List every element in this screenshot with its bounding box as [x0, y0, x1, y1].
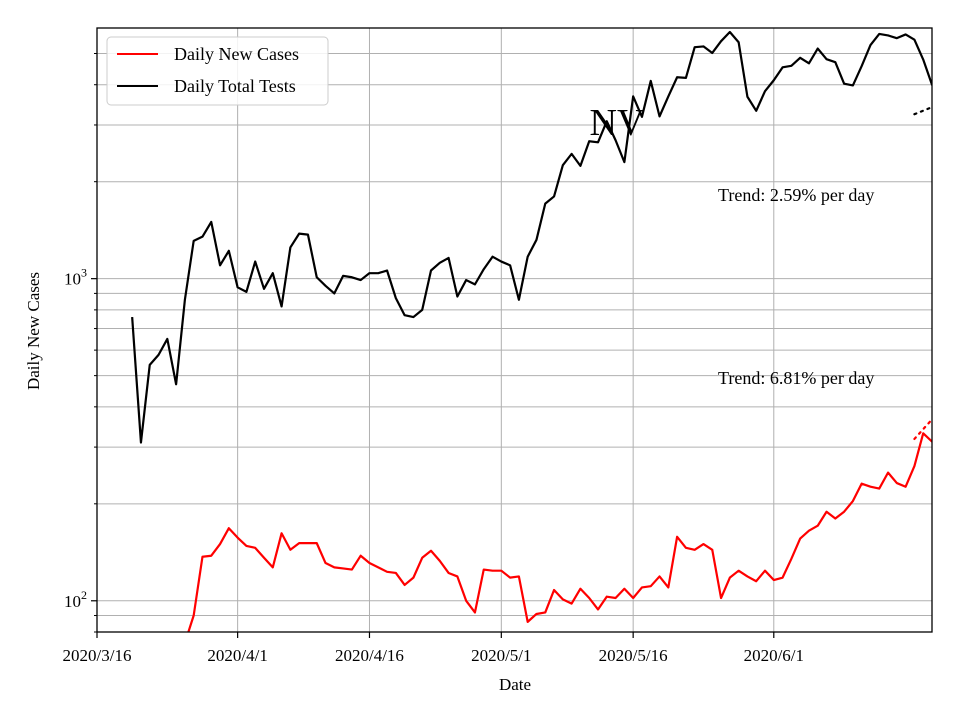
trend-annotation-tests: Trend: 2.59% per day — [718, 185, 874, 205]
plot-frame — [96, 27, 933, 633]
grid — [96, 28, 932, 633]
legend-label-daily-total-tests: Daily Total Tests — [174, 76, 296, 96]
trend-annotation-cases: Trend: 6.81% per day — [718, 368, 874, 388]
trend-line-daily-new-cases — [913, 417, 932, 441]
x-tick-label: 2020/6/1 — [744, 646, 804, 665]
x-axis-label: Date — [499, 675, 531, 694]
x-tick-label: 2020/5/1 — [471, 646, 531, 665]
y-axis-label: Daily New Cases — [24, 272, 43, 390]
y-tick-label: 103 — [64, 266, 87, 289]
chart-title: NV — [590, 102, 645, 144]
x-tick-label: 2020/5/16 — [599, 646, 668, 665]
legend: Daily New Cases Daily Total Tests — [106, 36, 329, 106]
y-tick-label: 102 — [64, 588, 87, 611]
legend-box — [106, 36, 329, 106]
series-layer — [131, 30, 932, 632]
trend-line-daily-total-tests — [913, 106, 932, 116]
axes: 2020/3/16 2020/4/1 2020/4/16 2020/5/1 2020/5… — [63, 53, 804, 665]
series-line-daily-new-cases — [187, 432, 932, 632]
legend-label-daily-new-cases: Daily New Cases — [174, 44, 299, 64]
trend-layer — [913, 106, 932, 441]
series-line-daily-total-tests — [131, 30, 932, 444]
x-tick-label: 2020/4/16 — [335, 646, 404, 665]
x-tick-label: 2020/4/1 — [207, 646, 267, 665]
x-tick-label: 2020/3/16 — [63, 646, 132, 665]
